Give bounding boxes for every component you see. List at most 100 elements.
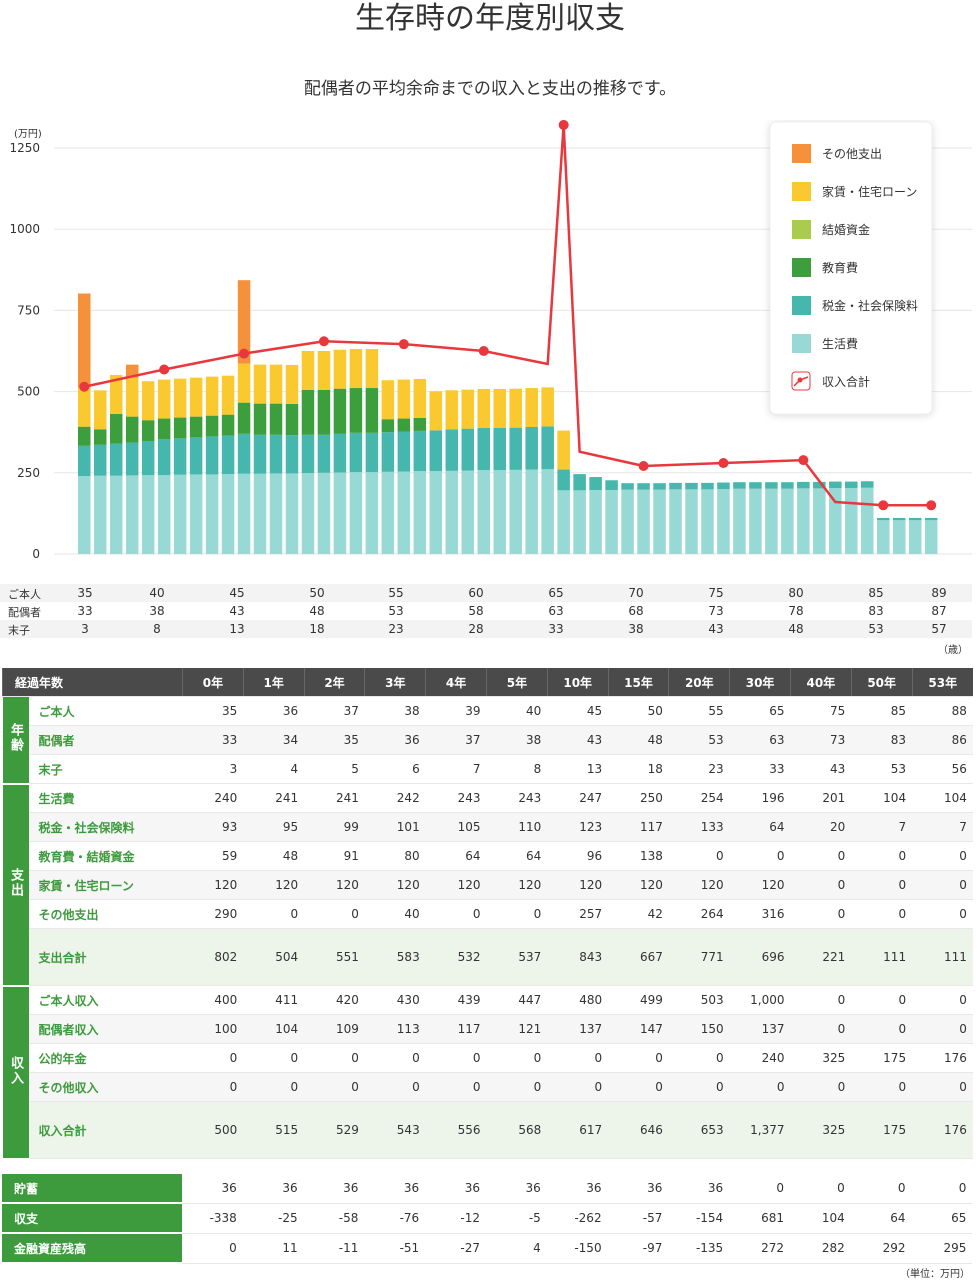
age-value: 83 (868, 604, 884, 618)
summary-cell: 292 (850, 1233, 912, 1264)
bar-education (381, 419, 395, 433)
bar-housing (333, 349, 347, 389)
table-cell: 696 (729, 928, 791, 986)
bar-living (301, 473, 315, 554)
legend-swatch-tax (792, 296, 811, 315)
table-row: 家賃・住宅ローン 120 120 120 120 120 120 120 120 120 120 0 0… (3, 870, 973, 900)
bar-living (125, 475, 139, 554)
table-cell: 653 (668, 1101, 730, 1159)
summary-cell: -76 (364, 1203, 426, 1234)
bar-housing (349, 349, 363, 389)
summary-cell: 272 (729, 1233, 790, 1264)
summary-cell: 36 (242, 1174, 304, 1204)
table-cell: 8 (486, 754, 548, 784)
income-point (558, 120, 569, 130)
bar-tax (653, 483, 666, 490)
table-cell: 843 (547, 928, 609, 986)
bar-living (781, 488, 794, 554)
table-cell: 411 (243, 985, 305, 1015)
column-header: 5年 (486, 668, 548, 697)
age-row: 配偶者 33 38 43 48 53 58 63 68 73 78 83 87 (0, 602, 972, 620)
table-cell: 0 (486, 1072, 548, 1102)
table-cell: 48 (608, 725, 669, 755)
table-cell: 175 (851, 1043, 913, 1073)
table-cell: 3 (182, 754, 244, 784)
summary-cell: -58 (303, 1203, 365, 1234)
summary-label: 貯蓄 (2, 1174, 182, 1204)
bar-living (908, 520, 922, 554)
table-cell: 48 (243, 841, 305, 871)
table-cell: 104 (851, 783, 913, 813)
column-header: 0年 (182, 668, 244, 697)
y-tick-label: 1250 (9, 141, 40, 155)
table-cell: 0 (912, 870, 973, 900)
summary-cell: -51 (364, 1233, 426, 1264)
summary-cell: -25 (242, 1203, 304, 1234)
summary-cell: -338 (182, 1203, 243, 1234)
section-label-text: 収入 (8, 1055, 23, 1086)
bar-education (125, 416, 139, 443)
bar-housing (237, 363, 251, 403)
income-point (798, 455, 809, 466)
age-value: 3 (81, 622, 89, 636)
table-cell: 0 (304, 1043, 365, 1073)
table-cell: 0 (851, 841, 913, 871)
table-cell: 0 (912, 1014, 973, 1044)
summary-cell: -57 (607, 1203, 669, 1234)
table-row: 収入合計 500 515 529 543 556 568 617 646 653 1,377 325 1… (3, 1101, 973, 1159)
table-cell: 147 (608, 1014, 669, 1044)
table-cell: 120 (547, 870, 609, 900)
table-row: 支出 生活費 240 241 241 242 243 243 247 250 254 196 201 10… (2, 783, 973, 987)
age-row-label: ご本人 (8, 588, 41, 601)
summary-cell: 11 (242, 1233, 304, 1264)
bar-living (637, 489, 650, 554)
bar-tax (301, 434, 315, 474)
table-cell: 0 (790, 1072, 852, 1102)
bar-tax (621, 483, 634, 490)
summary-cell: 64 (850, 1203, 912, 1234)
bar-housing (477, 389, 490, 428)
summary-cell: 36 (425, 1174, 486, 1204)
table-cell: 241 (243, 783, 305, 813)
row-label: 公的年金 (28, 1043, 183, 1073)
age-value: 35 (77, 586, 93, 600)
legend-label: 家賃・住宅ローン (822, 184, 917, 199)
table-cell: 515 (243, 1101, 305, 1159)
table-cell: 7 (912, 812, 973, 842)
summary-cell: 36 (364, 1174, 426, 1204)
bar-tax (781, 482, 794, 489)
income-point (718, 458, 729, 469)
age-unit: （歳） (938, 645, 968, 656)
bar-living (765, 488, 778, 554)
income-point (638, 460, 649, 471)
bar-tax (381, 432, 395, 472)
table-cell: 56 (912, 754, 973, 784)
table-cell: 64 (486, 841, 548, 871)
table-cell: 0 (547, 1043, 609, 1073)
summary-cell: 4 (485, 1233, 547, 1264)
age-value: 87 (931, 604, 947, 618)
age-value: 65 (548, 586, 564, 600)
summary-cell: 36 (607, 1174, 669, 1204)
table-cell: 529 (304, 1101, 365, 1159)
table-cell: 104 (912, 783, 973, 813)
table-cell: 85 (851, 696, 913, 726)
legend-label: 生活費 (822, 336, 858, 351)
age-value: 50 (309, 586, 325, 600)
table-cell: 0 (182, 1072, 244, 1102)
table-cell: 254 (668, 783, 730, 813)
bar-housing (285, 364, 299, 404)
bar-living (589, 490, 602, 554)
bar-living (605, 490, 618, 554)
table-cell: 150 (668, 1014, 730, 1044)
table-cell: 568 (486, 1101, 548, 1159)
summary-row: 貯蓄 36 36 36 36 36 36 36 36 36 0 0 0 0 (2, 1174, 973, 1204)
bar-education (349, 388, 363, 433)
bar-education (109, 414, 123, 444)
bar-living (157, 475, 171, 554)
y-tick-label: 500 (17, 385, 40, 399)
table-cell: 0 (912, 1072, 973, 1102)
table-cell: 120 (182, 870, 244, 900)
bar-tax (637, 483, 650, 490)
bar-tax (877, 517, 890, 521)
